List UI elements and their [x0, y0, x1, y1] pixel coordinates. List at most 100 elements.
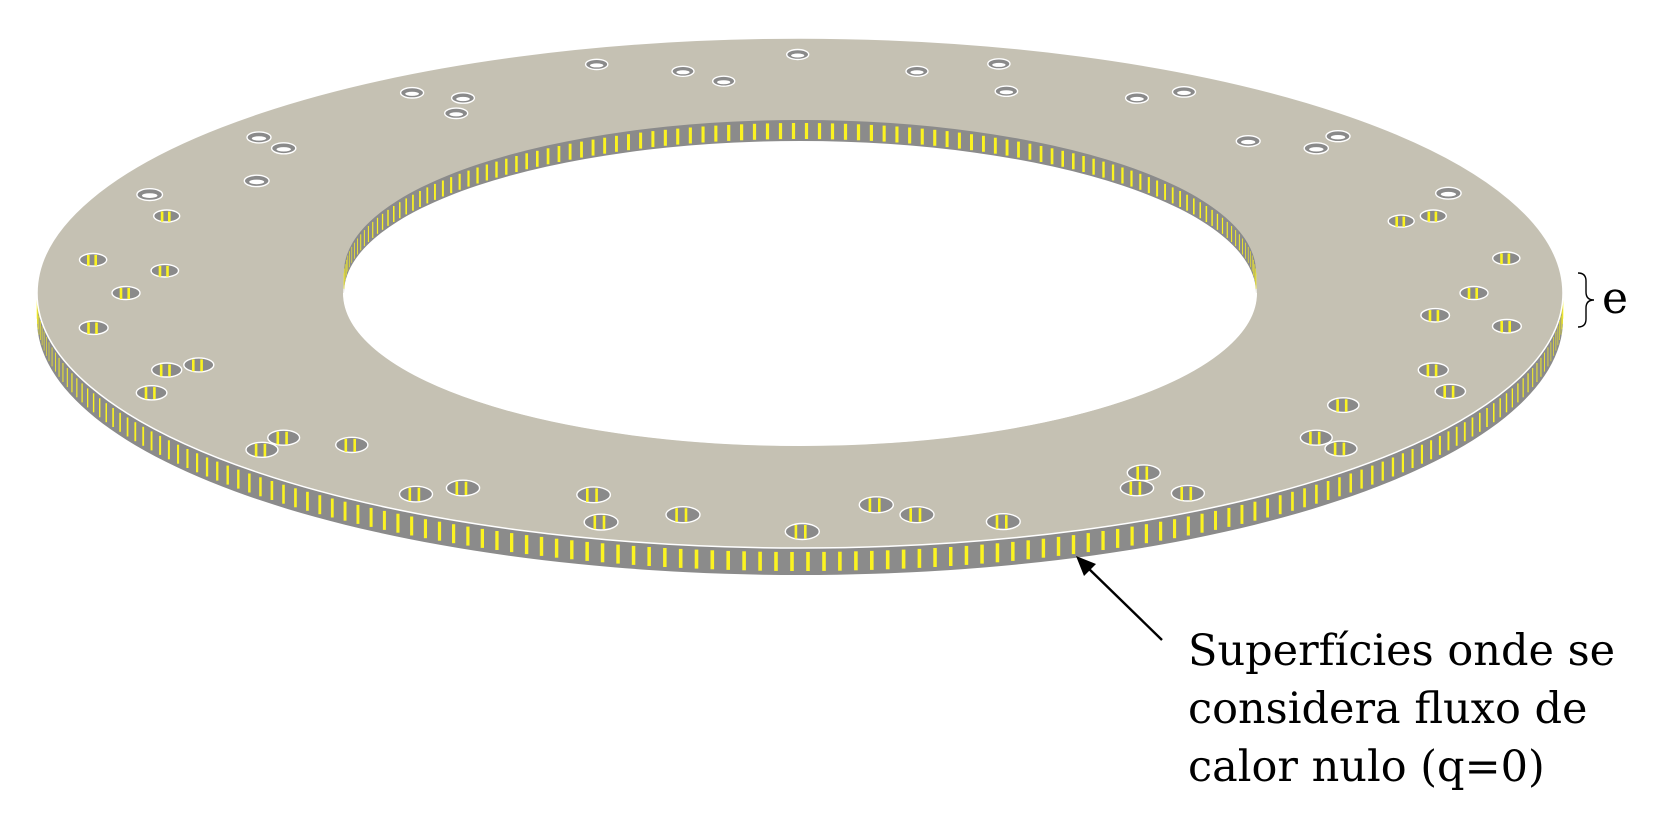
outer-edge-stripe [1447, 431, 1450, 451]
outer-edge-stripe [1561, 310, 1563, 330]
outer-edge-stripe [1278, 495, 1282, 515]
inner-edge-stripe [580, 141, 583, 158]
inner-edge-stripe [1255, 272, 1257, 289]
outer-edge-stripe [142, 426, 145, 446]
hole [1327, 397, 1360, 414]
inner-edge-stripe [1164, 183, 1166, 200]
inner-edge-stripe [1005, 139, 1009, 156]
outer-edge-stripe [58, 357, 60, 377]
outer-edge-stripe [1159, 521, 1163, 541]
hole [1492, 251, 1521, 266]
inner-edge-stripe [765, 123, 770, 140]
outer-edge-stripe [343, 501, 347, 521]
hole-stripe [200, 359, 203, 372]
hole-stripe [1342, 442, 1346, 456]
hole-stripe [684, 508, 688, 522]
outer-edge-stripe [1371, 465, 1374, 485]
inner-edge-stripe [376, 217, 379, 234]
outer-edge-stripe [838, 551, 842, 571]
hole-stripe [1508, 321, 1511, 333]
outer-edge-stripe [134, 422, 137, 442]
hole [270, 142, 297, 155]
outer-edge-stripe [539, 536, 544, 556]
outer-edge-stripe [1438, 435, 1441, 455]
hole [584, 58, 609, 71]
hole [985, 512, 1021, 531]
outer-edge-stripe [1349, 473, 1352, 493]
outer-edge-stripe [647, 547, 651, 566]
inner-edge-stripe [1017, 141, 1020, 158]
hole-stripe [455, 481, 459, 495]
outer-edge-stripe [1560, 315, 1562, 335]
outer-edge-stripe [330, 498, 334, 518]
hole [1170, 484, 1206, 502]
outer-edge-stripe [585, 541, 589, 561]
outer-edge-stripe [1411, 449, 1414, 468]
inner-edge-stripe [1028, 143, 1032, 160]
outer-edge-stripe [369, 507, 373, 527]
inner-edge-stripe [393, 206, 395, 222]
inner-edge-stripe [817, 123, 822, 140]
inner-edge-stripe [495, 161, 498, 178]
outer-edge-stripe [1401, 453, 1404, 473]
outer-edge-stripe [1173, 519, 1177, 539]
inner-edge-stripe [1250, 251, 1251, 268]
hole-stripe [1434, 211, 1438, 222]
inner-edge-stripe [1130, 170, 1133, 187]
inner-edge-stripe [843, 123, 848, 140]
outer-edge-stripe [631, 545, 636, 565]
outer-edge-stripe [1463, 422, 1466, 442]
outer-edge-stripe [524, 535, 529, 555]
inner-edge-stripe [1147, 177, 1150, 194]
hole [1491, 318, 1522, 334]
outer-edge-stripe [396, 513, 400, 533]
inner-edge-stripe [412, 194, 414, 211]
hole-stripe [675, 508, 678, 522]
hole-stripe [1507, 253, 1511, 265]
outer-edge-stripe [1557, 326, 1559, 346]
caption-line-2: considera fluxo de [1188, 684, 1587, 734]
inner-edge-stripe [343, 272, 345, 289]
hole-stripe [1333, 442, 1337, 456]
hole-stripe [1005, 515, 1008, 529]
hole-stripe [127, 288, 130, 299]
hole [243, 174, 270, 188]
outer-edge-stripe [822, 551, 826, 571]
inner-edge-stripe [1171, 187, 1174, 204]
outer-edge-stripe [282, 484, 285, 504]
hole-stripe [94, 255, 97, 266]
outer-edge-stripe [678, 548, 683, 568]
inner-edge-stripe [804, 123, 809, 139]
outer-edge-stripe [437, 521, 442, 541]
hole-stripe [168, 211, 171, 222]
hole-stripe [160, 211, 164, 222]
hole-stripe [1500, 253, 1503, 265]
hole-stripe [417, 487, 421, 501]
outer-edge-stripe [854, 551, 858, 571]
outer-edge-stripe [81, 383, 83, 403]
outer-edge-stripe [38, 315, 40, 335]
hole [576, 486, 612, 504]
inner-edge-stripe [970, 134, 973, 151]
hole [150, 362, 183, 378]
hole-stripe [1434, 364, 1438, 377]
inner-edge-stripe [1179, 191, 1181, 207]
inner-edge-stripe [1235, 230, 1237, 247]
outer-edge-stripe [510, 533, 514, 553]
outer-edge-stripe [1144, 524, 1148, 544]
thickness-annotation: e [1577, 272, 1628, 328]
outer-edge-stripe [1326, 481, 1330, 500]
outer-edge-stripe [248, 473, 251, 493]
outer-edge-stripe [964, 545, 969, 565]
hole-stripe [263, 443, 267, 457]
outer-edge-stripe [1227, 507, 1231, 527]
outer-edge-stripe [99, 398, 101, 418]
inner-edge-stripe [557, 146, 561, 162]
hole [399, 86, 425, 99]
inner-edge-stripe [419, 191, 421, 207]
hole-stripe [408, 487, 412, 501]
inner-edge-stripe [714, 125, 718, 142]
hole-stripe [593, 515, 597, 530]
hole-stripe [1336, 399, 1339, 412]
outer-edge-stripe [270, 481, 274, 500]
